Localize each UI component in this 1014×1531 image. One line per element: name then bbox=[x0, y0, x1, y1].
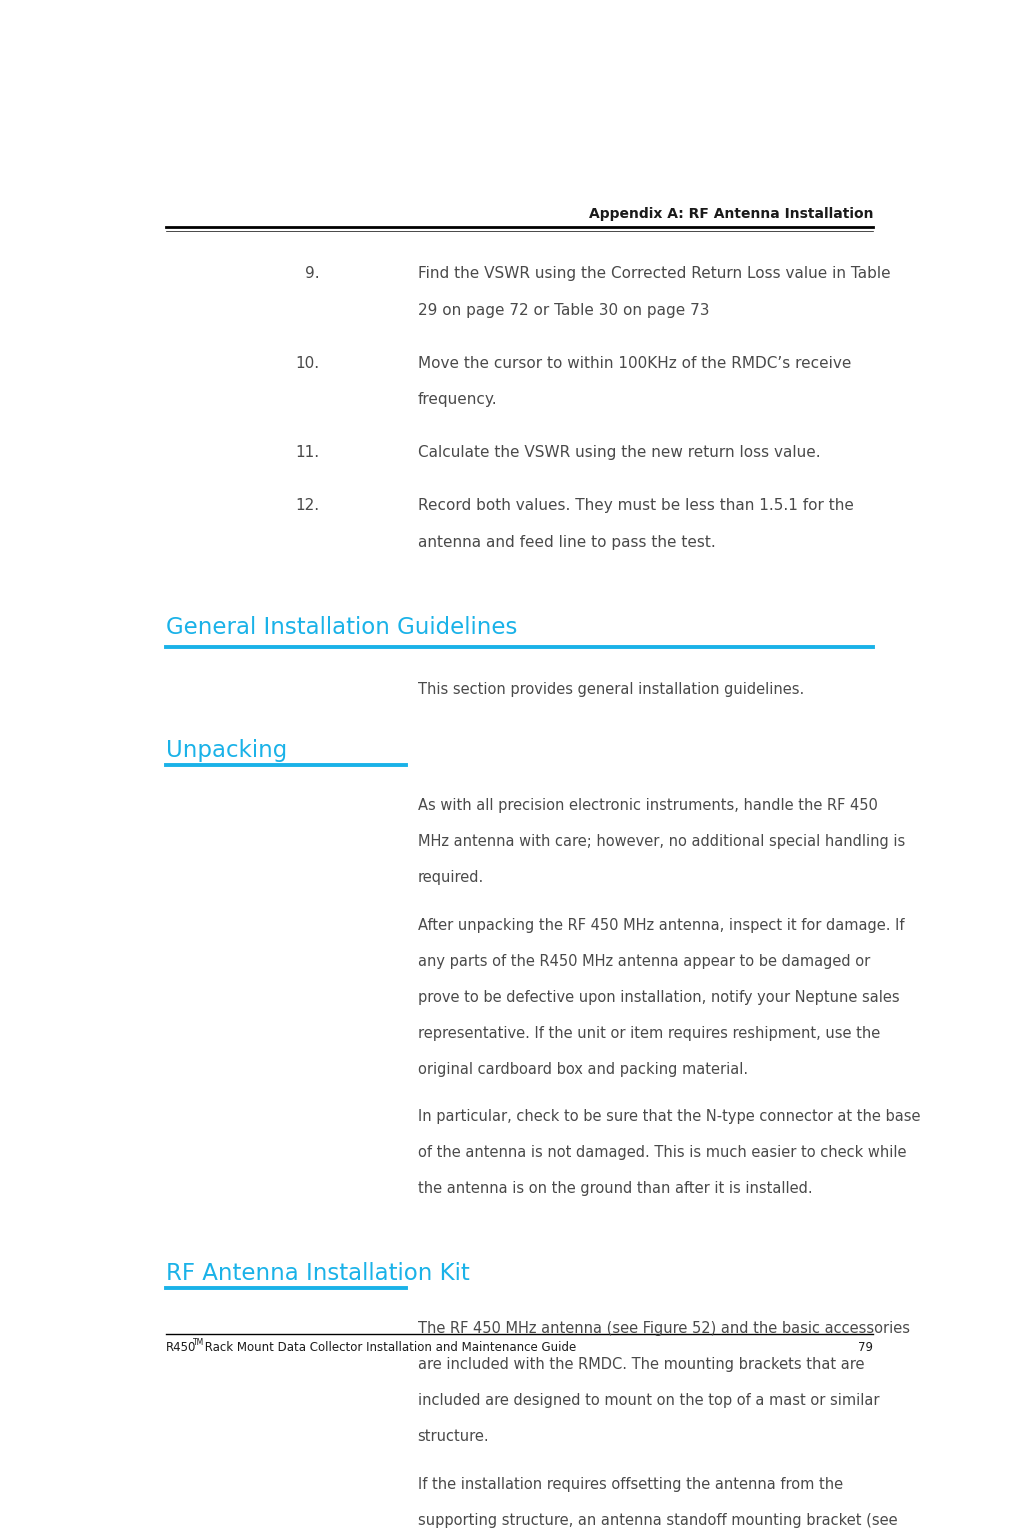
Text: Calculate the VSWR using the new return loss value.: Calculate the VSWR using the new return … bbox=[418, 446, 820, 461]
Text: TM: TM bbox=[193, 1338, 204, 1347]
Text: original cardboard box and packing material.: original cardboard box and packing mater… bbox=[418, 1061, 747, 1076]
Text: Appendix A: RF Antenna Installation: Appendix A: RF Antenna Installation bbox=[589, 207, 873, 222]
Text: 29 on page 72 or Table 30 on page 73: 29 on page 72 or Table 30 on page 73 bbox=[418, 303, 709, 318]
Text: are included with the RMDC. The mounting brackets that are: are included with the RMDC. The mounting… bbox=[418, 1356, 864, 1372]
Text: As with all precision electronic instruments, handle the RF 450: As with all precision electronic instrum… bbox=[418, 798, 877, 813]
Text: This section provides general installation guidelines.: This section provides general installati… bbox=[418, 683, 804, 698]
Text: the antenna is on the ground than after it is installed.: the antenna is on the ground than after … bbox=[418, 1182, 812, 1196]
Text: After unpacking the RF 450 MHz antenna, inspect it for damage. If: After unpacking the RF 450 MHz antenna, … bbox=[418, 917, 904, 932]
Text: Move the cursor to within 100KHz of the RMDC’s receive: Move the cursor to within 100KHz of the … bbox=[418, 355, 851, 371]
Text: frequency.: frequency. bbox=[418, 392, 497, 407]
Text: any parts of the R450 MHz antenna appear to be damaged or: any parts of the R450 MHz antenna appear… bbox=[418, 954, 870, 969]
Text: 10.: 10. bbox=[295, 355, 319, 371]
Text: 12.: 12. bbox=[295, 499, 319, 513]
Text: Rack Mount Data Collector Installation and Maintenance Guide: Rack Mount Data Collector Installation a… bbox=[201, 1341, 576, 1355]
Text: prove to be defective upon installation, notify your Neptune sales: prove to be defective upon installation,… bbox=[418, 989, 899, 1004]
Text: R450: R450 bbox=[166, 1341, 197, 1355]
Text: Record both values. They must be less than 1.5.1 for the: Record both values. They must be less th… bbox=[418, 499, 854, 513]
Text: required.: required. bbox=[418, 870, 484, 885]
Text: Find the VSWR using the Corrected Return Loss value in Table: Find the VSWR using the Corrected Return… bbox=[418, 266, 890, 282]
Text: The RF 450 MHz antenna (see Figure 52) and the basic accessories: The RF 450 MHz antenna (see Figure 52) a… bbox=[418, 1321, 910, 1337]
Text: MHz antenna with care; however, no additional special handling is: MHz antenna with care; however, no addit… bbox=[418, 834, 904, 848]
Text: of the antenna is not damaged. This is much easier to check while: of the antenna is not damaged. This is m… bbox=[418, 1145, 907, 1160]
Text: antenna and feed line to pass the test.: antenna and feed line to pass the test. bbox=[418, 534, 715, 550]
Text: supporting structure, an antenna standoff mounting bracket (see: supporting structure, an antenna standof… bbox=[418, 1513, 897, 1528]
Text: RF Antenna Installation Kit: RF Antenna Installation Kit bbox=[166, 1262, 469, 1285]
Text: structure.: structure. bbox=[418, 1428, 489, 1444]
Text: If the installation requires offsetting the antenna from the: If the installation requires offsetting … bbox=[418, 1477, 843, 1491]
Text: 11.: 11. bbox=[295, 446, 319, 461]
Text: In particular, check to be sure that the N-type connector at the base: In particular, check to be sure that the… bbox=[418, 1110, 920, 1124]
Text: included are designed to mount on the top of a mast or similar: included are designed to mount on the to… bbox=[418, 1393, 879, 1409]
Text: General Installation Guidelines: General Installation Guidelines bbox=[166, 617, 517, 640]
Text: Unpacking: Unpacking bbox=[166, 739, 287, 762]
Text: representative. If the unit or item requires reshipment, use the: representative. If the unit or item requ… bbox=[418, 1026, 880, 1041]
Text: 79: 79 bbox=[858, 1341, 873, 1355]
Text: 9.: 9. bbox=[304, 266, 319, 282]
